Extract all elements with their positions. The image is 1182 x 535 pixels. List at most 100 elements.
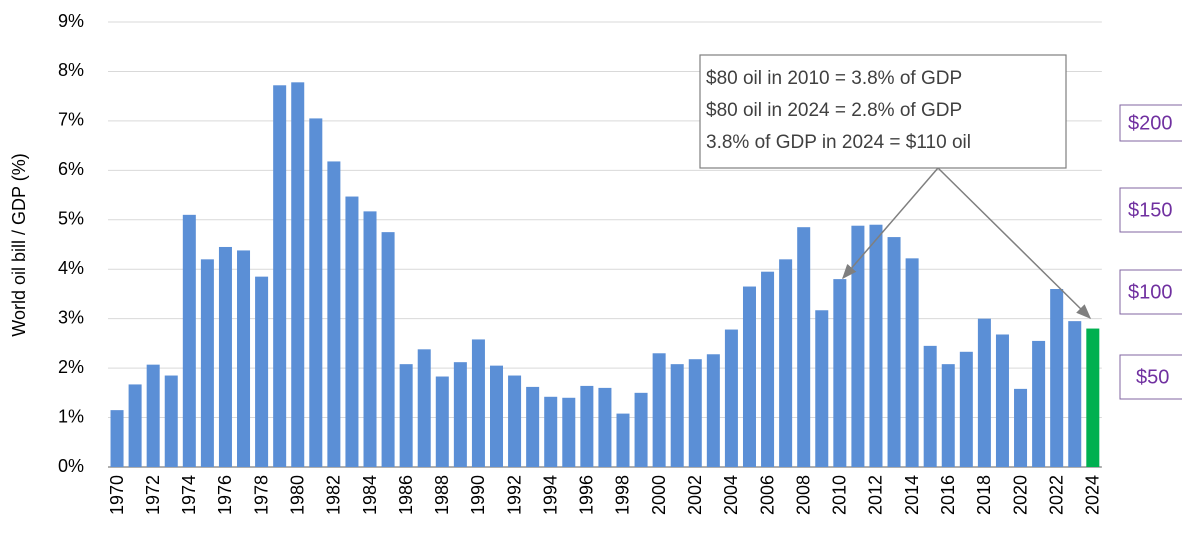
bar xyxy=(237,250,251,467)
bar xyxy=(526,386,540,467)
y-axis-title: World oil bill / GDP (%) xyxy=(9,153,29,336)
bar xyxy=(1032,340,1046,467)
x-tick-label: 1990 xyxy=(468,475,488,515)
price-label: $100 xyxy=(1128,281,1173,303)
bar xyxy=(634,392,648,467)
bar xyxy=(851,225,865,467)
price-label: $50 xyxy=(1136,366,1169,388)
bar xyxy=(887,237,901,467)
bar xyxy=(724,329,738,467)
bar xyxy=(1050,289,1064,467)
bar xyxy=(381,232,395,467)
x-tick-label: 2014 xyxy=(902,475,922,515)
y-tick-label: 7% xyxy=(58,110,84,130)
y-tick-label: 9% xyxy=(58,11,84,31)
x-tick-label: 2024 xyxy=(1083,475,1103,515)
x-tick-label: 1978 xyxy=(251,475,271,515)
bar xyxy=(742,286,756,467)
bar xyxy=(218,246,232,467)
x-tick-label: 2002 xyxy=(685,475,705,515)
bar xyxy=(273,85,287,468)
y-tick-label: 8% xyxy=(58,60,84,80)
x-tick-label: 1984 xyxy=(360,475,380,515)
y-tick-label: 2% xyxy=(58,357,84,377)
bar xyxy=(182,214,196,467)
arrow xyxy=(842,167,939,280)
price-label: $200 xyxy=(1128,112,1173,134)
bar xyxy=(869,224,883,467)
x-tick-label: 2022 xyxy=(1046,475,1066,515)
price-labels: $200 $150 $100 $50 xyxy=(1119,104,1182,400)
bar xyxy=(128,384,142,467)
y-tick-label: 6% xyxy=(58,159,84,179)
bar xyxy=(580,385,594,467)
bar xyxy=(508,375,522,467)
bar xyxy=(471,339,485,467)
x-tick-label: 1992 xyxy=(504,475,524,515)
y-tick-label: 4% xyxy=(58,258,84,278)
bar xyxy=(977,318,991,467)
x-tick-label: 2008 xyxy=(793,475,813,515)
bar xyxy=(1068,321,1082,467)
bar xyxy=(164,375,178,467)
x-tick-label: 1994 xyxy=(540,475,560,515)
bar xyxy=(363,211,377,467)
x-tick-label: 2016 xyxy=(938,475,958,515)
price-box xyxy=(1119,187,1182,233)
x-tick-label: 1980 xyxy=(287,475,307,515)
bar xyxy=(562,397,576,467)
x-tick-label: 2004 xyxy=(721,475,741,515)
bar xyxy=(941,364,955,467)
bar xyxy=(110,410,124,467)
x-tick-label: 1996 xyxy=(577,475,597,515)
y-tick-label: 1% xyxy=(58,406,84,426)
x-tick-label: 1970 xyxy=(107,475,127,515)
annotation-line: $80 oil in 2024 = 2.8% of GDP xyxy=(706,100,962,121)
bar xyxy=(146,364,160,467)
x-tick-label: 1998 xyxy=(613,475,633,515)
x-tick-label: 2010 xyxy=(830,475,850,515)
bar xyxy=(815,310,829,467)
price-box xyxy=(1119,269,1182,315)
bar xyxy=(345,196,359,468)
bar xyxy=(435,376,449,467)
bar xyxy=(923,345,937,467)
annotation-line: $80 oil in 2010 = 3.8% of GDP xyxy=(706,68,962,89)
bar xyxy=(598,387,612,467)
bar xyxy=(959,351,973,467)
x-tick-label: 2012 xyxy=(866,475,886,515)
bar xyxy=(200,259,214,467)
x-tick-label: 1976 xyxy=(215,475,235,515)
bar xyxy=(833,279,847,467)
bar xyxy=(779,259,793,467)
bar xyxy=(1086,328,1100,467)
bars xyxy=(110,82,1100,468)
bar xyxy=(670,364,684,467)
x-tick-label: 1982 xyxy=(324,475,344,515)
x-tick-label: 2006 xyxy=(757,475,777,515)
arrow xyxy=(937,167,1092,320)
bar xyxy=(309,118,323,468)
x-tick-label: 2020 xyxy=(1010,475,1030,515)
y-tick-label: 0% xyxy=(58,456,84,476)
bar xyxy=(255,276,269,467)
bar xyxy=(399,364,413,467)
x-tick-label: 1986 xyxy=(396,475,416,515)
bar xyxy=(995,334,1009,467)
y-tick-label: 5% xyxy=(58,209,84,229)
bar xyxy=(706,354,720,467)
bar xyxy=(616,413,630,467)
annotation-box xyxy=(699,54,1067,169)
bar xyxy=(1014,388,1028,467)
x-tick-label: 1972 xyxy=(143,475,163,515)
bar xyxy=(652,353,666,467)
bar xyxy=(761,271,775,467)
bar xyxy=(688,359,702,467)
annotation: $80 oil in 2010 = 3.8% of GDP $80 oil in… xyxy=(699,54,1092,320)
price-label: $150 xyxy=(1128,199,1173,221)
price-box xyxy=(1119,104,1182,142)
price-box xyxy=(1119,354,1182,400)
bar xyxy=(544,396,558,467)
bar xyxy=(291,82,305,468)
